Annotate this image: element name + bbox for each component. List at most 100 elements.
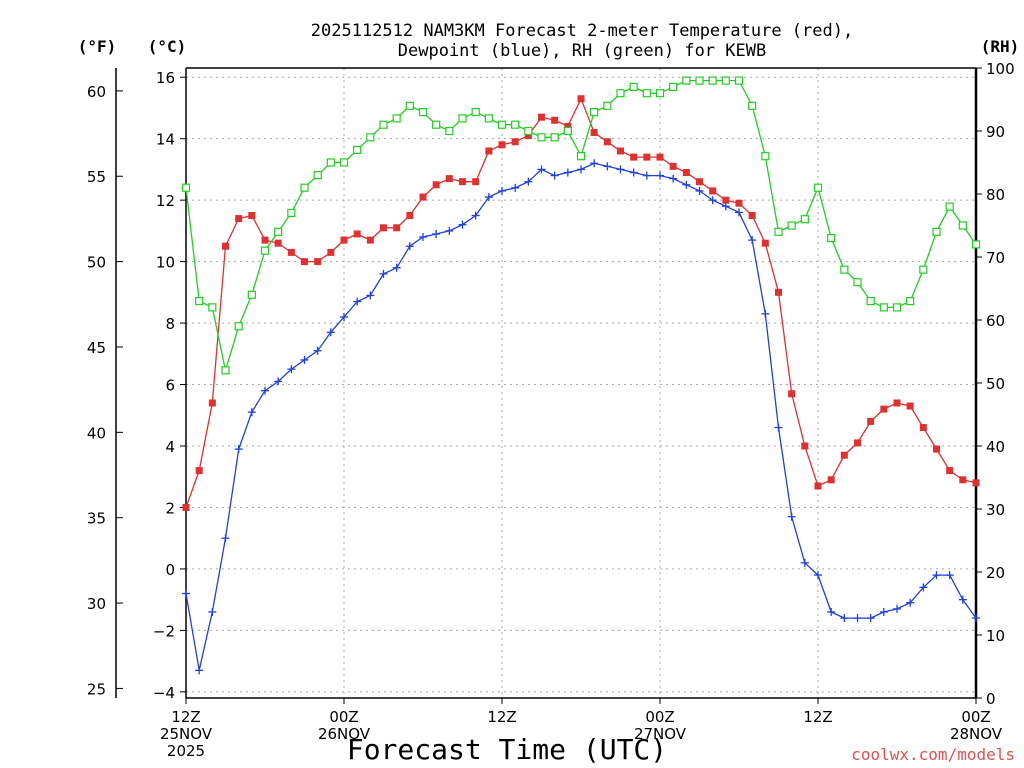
x-tick-label: 12Z (171, 708, 200, 726)
rh-point (260, 246, 270, 255)
rh-point (682, 76, 691, 85)
temperature-point (946, 467, 954, 475)
rh-point (866, 297, 875, 306)
rh-point (287, 208, 296, 217)
rh-point (853, 278, 862, 287)
temperature-point (551, 116, 559, 124)
rh-point (642, 89, 651, 98)
temperature-point (393, 224, 401, 232)
rh-point (787, 221, 796, 230)
x-tick-label: 00Z (329, 708, 358, 726)
rh-point (471, 107, 480, 117)
rh-point (300, 183, 309, 192)
rh-tick-label: 0 (986, 690, 996, 708)
rh-point (932, 227, 941, 236)
temperature-point (643, 153, 651, 161)
rh-point (708, 76, 717, 85)
dewpoint-point (366, 291, 375, 300)
celsius-tick-label: 4 (165, 438, 175, 456)
dewpoint-point (708, 196, 717, 205)
rh-point (945, 202, 954, 211)
rh-tick-label: 20 (986, 564, 1005, 582)
temperature-point (459, 178, 466, 186)
rh-point (761, 152, 770, 161)
dewpoint-point (247, 408, 256, 417)
rh-axis-unit: (RH) (981, 37, 1020, 56)
rh-tick-label: 90 (986, 123, 1005, 141)
temperature-point (340, 236, 348, 244)
dewpoint-point (221, 534, 230, 543)
temperature-point (222, 242, 229, 250)
dewpoint-point (814, 571, 822, 580)
temperature-point (775, 288, 782, 296)
rh-point (392, 114, 401, 123)
rh-point (405, 101, 414, 110)
temperature-point (577, 95, 585, 103)
rh-point (919, 265, 928, 274)
rh-point (748, 101, 757, 110)
rh-point (511, 120, 520, 129)
x-tick-label: 27NOV (634, 725, 687, 743)
dewpoint-point (550, 171, 559, 180)
rh-point (379, 120, 388, 129)
dewpoint-point (761, 309, 770, 318)
fahrenheit-axis-unit: (°F) (78, 37, 117, 56)
dewpoint-point (893, 604, 901, 613)
rh-tick-label: 50 (986, 375, 1005, 393)
rh-point (827, 234, 836, 243)
rh-point (563, 126, 572, 136)
temperature-point (630, 153, 638, 161)
rh-point (971, 240, 981, 249)
temperature-point (722, 196, 730, 204)
dewpoint-point (261, 386, 269, 395)
rh-point (221, 366, 230, 375)
fahrenheit-tick-label: 30 (87, 595, 106, 613)
temperature-point (498, 141, 506, 149)
rh-point (484, 114, 493, 123)
dewpoint-point (511, 183, 520, 192)
x-tick-label: 12Z (803, 708, 832, 726)
rh-point (234, 322, 243, 331)
dewpoint-point (642, 171, 651, 180)
rh-point (616, 89, 625, 98)
celsius-axis-unit: (°C) (148, 37, 187, 56)
dewpoint-point (866, 614, 875, 623)
rh-point (879, 303, 888, 312)
celsius-tick-label: −2 (153, 622, 175, 640)
rh-point (721, 76, 730, 85)
temperature-point (906, 402, 914, 410)
temperature-point (432, 181, 440, 189)
temperature-point (656, 153, 664, 161)
temperature-point (617, 147, 624, 155)
temperature-point (854, 439, 861, 447)
temperature-point (274, 239, 282, 247)
celsius-tick-label: 6 (165, 377, 175, 395)
rh-point (432, 120, 441, 129)
dewpoint-point (326, 328, 335, 337)
dewpoint-point (471, 211, 480, 220)
x-tick-label: 28NOV (950, 725, 1003, 743)
dewpoint-point (300, 355, 309, 364)
rh-tick-label: 70 (986, 249, 1005, 267)
dewpoint-point (182, 589, 190, 598)
temperature-point (419, 193, 427, 201)
temperature-point (840, 451, 848, 459)
dewpoint-point (827, 607, 836, 616)
dewpoint-point (958, 595, 967, 604)
dewpoint-point (787, 512, 796, 521)
fahrenheit-tick-label: 35 (87, 510, 106, 528)
rh-point (181, 183, 191, 192)
celsius-tick-label: 14 (156, 131, 175, 149)
dewpoint-point (629, 168, 638, 177)
temperature-point (314, 258, 322, 266)
rh-point (958, 221, 967, 230)
temperature-point (959, 476, 967, 484)
x-tick-label: 26NOV (318, 725, 371, 743)
rh-tick-label: 100 (986, 60, 1015, 78)
dewpoint-point (287, 365, 296, 374)
rh-point (590, 107, 599, 117)
fahrenheit-tick-label: 40 (87, 424, 106, 442)
temperature-point (182, 503, 190, 511)
rh-point (366, 133, 375, 142)
